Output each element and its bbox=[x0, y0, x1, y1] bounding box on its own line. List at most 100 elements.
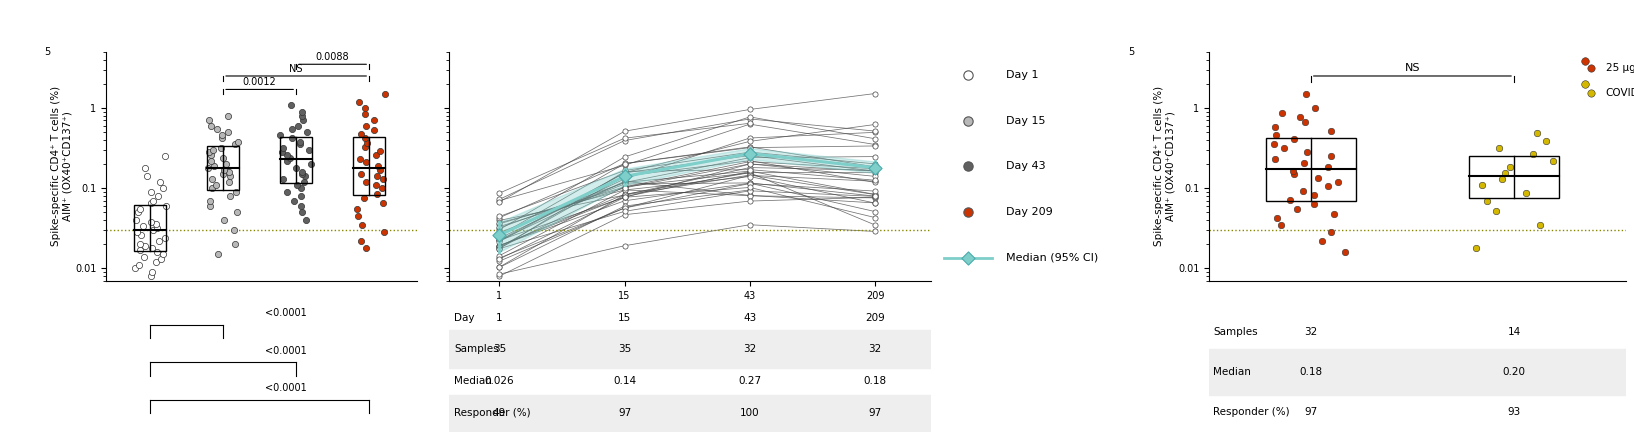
Point bbox=[487, 190, 513, 197]
Point bbox=[863, 164, 889, 171]
Point bbox=[366, 166, 392, 173]
Text: 14: 14 bbox=[1508, 327, 1521, 337]
Point bbox=[345, 206, 371, 213]
Point bbox=[268, 131, 294, 138]
Text: 93: 93 bbox=[1508, 407, 1521, 417]
Text: Responder (%): Responder (%) bbox=[1214, 407, 1289, 417]
Point bbox=[737, 192, 763, 199]
Text: 0.20: 0.20 bbox=[1503, 367, 1526, 377]
Point bbox=[353, 122, 379, 129]
Point bbox=[487, 225, 513, 232]
Text: 0.18: 0.18 bbox=[863, 376, 887, 386]
Y-axis label: Spike-specific CD4⁺ T cells (%)
AIM⁺ (OX40⁺CD137⁺): Spike-specific CD4⁺ T cells (%) AIM⁺ (OX… bbox=[51, 86, 72, 246]
Point bbox=[1482, 207, 1508, 214]
Point bbox=[863, 167, 889, 174]
Point bbox=[1268, 221, 1294, 228]
Point bbox=[126, 209, 152, 216]
Point bbox=[369, 185, 395, 192]
Point bbox=[737, 172, 763, 178]
Point bbox=[737, 149, 763, 156]
Point bbox=[863, 173, 889, 180]
Point bbox=[216, 173, 242, 180]
Point bbox=[863, 194, 889, 201]
Point bbox=[737, 180, 763, 187]
Point bbox=[737, 173, 763, 180]
Point bbox=[737, 152, 763, 159]
Point bbox=[268, 149, 294, 156]
Text: 0.0012: 0.0012 bbox=[243, 77, 276, 87]
Point bbox=[487, 244, 513, 251]
Point bbox=[371, 175, 397, 182]
Point bbox=[487, 232, 513, 238]
Point bbox=[198, 151, 224, 158]
Point bbox=[737, 114, 763, 121]
Point bbox=[611, 175, 637, 182]
Point bbox=[214, 129, 240, 136]
Point bbox=[1332, 248, 1358, 255]
Text: 35: 35 bbox=[493, 344, 507, 354]
Point bbox=[288, 138, 314, 145]
Point bbox=[737, 169, 763, 176]
Point bbox=[1279, 167, 1306, 174]
Point bbox=[144, 224, 170, 231]
Point bbox=[353, 178, 379, 185]
Point bbox=[863, 168, 889, 175]
Point bbox=[954, 117, 980, 124]
Text: Day 15: Day 15 bbox=[1007, 115, 1046, 126]
Point bbox=[1325, 179, 1351, 186]
Point bbox=[1485, 144, 1511, 151]
Bar bbox=[1469, 156, 1559, 198]
Point bbox=[129, 222, 155, 229]
Point bbox=[737, 192, 763, 199]
Point bbox=[141, 227, 167, 234]
Point bbox=[487, 254, 513, 261]
Point bbox=[487, 237, 513, 244]
Point bbox=[1539, 157, 1565, 164]
Point bbox=[216, 178, 242, 185]
Point bbox=[1289, 187, 1315, 194]
Point bbox=[611, 137, 637, 144]
Point bbox=[127, 246, 154, 253]
Point bbox=[270, 144, 296, 151]
Point bbox=[863, 169, 889, 176]
Point bbox=[147, 178, 173, 185]
Point bbox=[145, 238, 172, 245]
Point bbox=[1497, 163, 1523, 170]
Point bbox=[129, 232, 155, 238]
Point bbox=[611, 187, 637, 194]
Point bbox=[737, 115, 763, 122]
Point bbox=[611, 187, 637, 194]
Point bbox=[863, 160, 889, 167]
Point bbox=[139, 197, 165, 204]
Point bbox=[863, 208, 889, 215]
Point bbox=[132, 164, 158, 171]
Point bbox=[351, 135, 377, 142]
Point bbox=[350, 221, 376, 228]
Point bbox=[611, 160, 637, 167]
Point bbox=[284, 181, 310, 188]
Point bbox=[127, 206, 154, 213]
Point bbox=[216, 168, 242, 175]
Point bbox=[611, 181, 637, 187]
Point bbox=[737, 121, 763, 127]
Point bbox=[139, 245, 165, 251]
Point bbox=[134, 173, 160, 180]
Point bbox=[487, 256, 513, 263]
Text: 0.026: 0.026 bbox=[485, 376, 515, 386]
Point bbox=[124, 229, 150, 236]
Point bbox=[214, 112, 240, 119]
Point bbox=[611, 179, 637, 186]
Point bbox=[487, 232, 513, 239]
Point bbox=[361, 117, 387, 124]
Point bbox=[196, 149, 222, 156]
Point bbox=[487, 242, 513, 249]
Point bbox=[863, 141, 889, 148]
Text: Samples: Samples bbox=[454, 344, 498, 354]
Point bbox=[1319, 127, 1345, 134]
Text: <0.0001: <0.0001 bbox=[265, 383, 307, 393]
Point bbox=[737, 168, 763, 175]
Point bbox=[611, 194, 637, 201]
Point bbox=[611, 191, 637, 198]
Point bbox=[737, 197, 763, 204]
Point bbox=[487, 237, 513, 244]
